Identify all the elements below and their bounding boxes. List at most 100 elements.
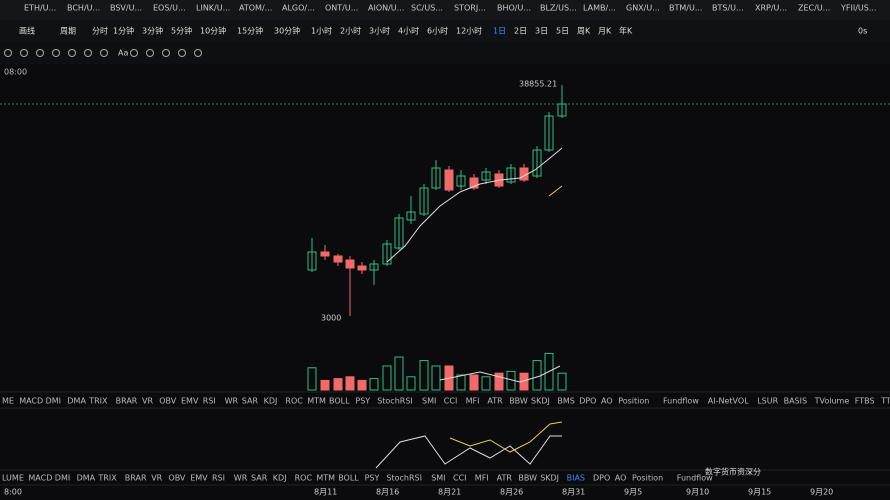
draw-button[interactable]: 画线 (19, 26, 35, 36)
ticker[interactable]: AION/U... (368, 4, 404, 13)
indicator-tab[interactable]: TVolume (814, 397, 850, 406)
ticker[interactable]: LINK/U... (196, 4, 230, 13)
indicator-tab[interactable]: RSI (203, 397, 216, 406)
indicator-tab[interactable]: Fundflow (663, 397, 699, 406)
indicator-tab[interactable]: Position (632, 474, 663, 483)
indicator-tab[interactable]: MTM (307, 397, 326, 406)
interval[interactable]: 2日 (514, 27, 527, 36)
indicator-tab[interactable]: TRIX (97, 474, 117, 483)
indicator-tab[interactable]: DMI (55, 474, 70, 483)
ticker[interactable]: ETH/U... (24, 4, 56, 13)
indicator-tab[interactable]: DMI (46, 397, 61, 406)
indicator-tab[interactable]: OBV (168, 474, 186, 483)
indicator-tab[interactable]: BRAR (116, 397, 138, 406)
interval[interactable]: 6小时 (427, 26, 448, 36)
indicator-tab[interactable]: SAR (242, 397, 259, 406)
ticker[interactable]: BHO/U... (497, 4, 531, 13)
interval[interactable]: 1日 (493, 27, 506, 36)
indicator-tab[interactable]: WR (225, 397, 239, 406)
interval[interactable]: 12小时 (456, 26, 482, 36)
indicator-tab[interactable]: SMI (431, 474, 445, 483)
ticker[interactable]: BCH/U... (67, 4, 100, 13)
ticker[interactable]: STORJ... (454, 4, 486, 13)
ticker[interactable]: BTM/U... (669, 4, 702, 13)
interval[interactable]: 周K (577, 27, 591, 36)
tool-icon[interactable] (130, 49, 138, 57)
indicator-tab[interactable]: BOLL (329, 397, 350, 406)
indicator-tab[interactable]: DMA (77, 474, 96, 483)
indicator-tab[interactable]: BBW (518, 474, 537, 483)
tool-icon[interactable] (146, 49, 154, 57)
tool-icon[interactable] (178, 49, 186, 57)
indicator-tab[interactable]: LSUR (757, 397, 778, 406)
indicator-tab[interactable]: StochRSI (386, 474, 422, 483)
indicator-tab[interactable]: TTSI (880, 397, 890, 406)
indicator-tab[interactable]: PSY (365, 474, 380, 483)
indicator-tab[interactable]: BASIS (784, 397, 807, 406)
interval[interactable]: 30分钟 (274, 26, 300, 36)
tool-icon[interactable] (194, 49, 202, 57)
indicator-tab[interactable]: KDJ (273, 474, 287, 483)
ticker[interactable]: ATOM/... (239, 4, 272, 13)
indicator-tab[interactable]: EMV (181, 397, 199, 406)
indicator-tab[interactable]: SAR (251, 474, 268, 483)
indicator-tab[interactable]: DPO (593, 474, 610, 483)
tool-icon[interactable] (4, 49, 12, 57)
interval[interactable]: 月K (598, 27, 612, 36)
ticker[interactable]: YFII/US... (840, 4, 876, 13)
indicator-tab[interactable]: MACD (28, 474, 52, 483)
indicator-tab[interactable]: StochRSI (377, 397, 413, 406)
indicator-tab[interactable]: EMV (190, 474, 208, 483)
indicator-tab[interactable]: ROC (295, 474, 313, 483)
interval[interactable]: 3小时 (369, 26, 390, 36)
tool-icon[interactable] (36, 49, 44, 57)
interval[interactable]: 3日 (535, 27, 548, 36)
indicator-tab[interactable]: DMA (67, 397, 86, 406)
tool-icon[interactable] (20, 49, 28, 57)
indicator-tab[interactable]: Fundflow (677, 474, 713, 483)
font-tool[interactable]: Aa (118, 49, 128, 58)
tool-icon[interactable] (68, 49, 76, 57)
indicator-tab[interactable]: OBV (159, 397, 177, 406)
interval[interactable]: 年K (619, 26, 633, 36)
indicator-tab[interactable]: Position (618, 397, 649, 406)
indicator-tab[interactable]: SKDJ (531, 397, 550, 406)
ticker[interactable]: ZEC/U... (798, 4, 830, 13)
indicator-tab[interactable]: LUME (2, 474, 24, 483)
indicator-tab[interactable]: BIAS (567, 474, 585, 483)
indicator-tab[interactable]: SMI (422, 397, 436, 406)
indicator-tab[interactable]: AO (601, 397, 613, 406)
indicator-tab[interactable]: AI-NetVOL (708, 397, 749, 406)
indicator-tab[interactable]: BMS (557, 397, 574, 406)
interval[interactable]: 3分钟 (142, 26, 163, 36)
tool-icon[interactable] (84, 49, 92, 57)
indicator-tab[interactable]: CCI (444, 397, 458, 406)
ticker[interactable]: SC/US... (411, 4, 443, 13)
ticker[interactable]: BSV/U... (110, 4, 142, 13)
indicator-tab[interactable]: FTBS (855, 397, 875, 406)
tool-icon[interactable] (162, 49, 170, 57)
indicator-tab[interactable]: ATR (487, 397, 503, 406)
indicator-tab[interactable]: MFI (466, 397, 480, 406)
ticker[interactable]: ALGO/... (282, 4, 315, 13)
indicator-tab[interactable]: BBW (509, 397, 528, 406)
ticker[interactable]: GNX/U... (626, 4, 660, 13)
indicator-tab[interactable]: CCI (453, 474, 467, 483)
interval[interactable]: 5分钟 (171, 26, 192, 36)
indicator-tab[interactable]: SKDJ (540, 474, 559, 483)
indicator-tab[interactable]: MTM (316, 474, 335, 483)
interval[interactable]: 5日 (556, 27, 569, 36)
ticker[interactable]: EOS/U... (153, 4, 186, 13)
indicator-tab[interactable]: VR (142, 397, 153, 406)
interval[interactable]: 分时 (92, 26, 108, 36)
ticker[interactable]: LAMB/... (583, 4, 616, 13)
indicator-tab[interactable]: ME (2, 397, 14, 406)
ticker[interactable]: BLZ/US... (540, 4, 577, 13)
indicator-tab[interactable]: VR (151, 474, 162, 483)
indicator-tab[interactable]: TRIX (88, 397, 108, 406)
indicator-tab[interactable]: ROC (285, 397, 303, 406)
indicator-tab[interactable]: ATR (497, 474, 513, 483)
indicator-tab[interactable]: BRAR (125, 474, 147, 483)
indicator-tab[interactable]: AO (615, 474, 627, 483)
indicator-tab[interactable]: MFI (475, 474, 489, 483)
